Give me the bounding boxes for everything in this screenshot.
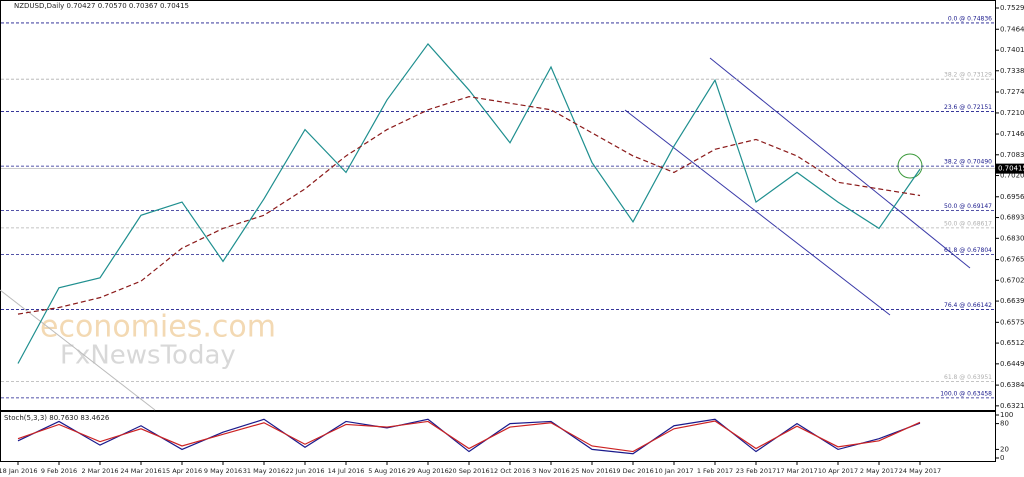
y-tick-label: 20: [1000, 445, 1009, 453]
x-tick-label: 9 Feb 2016: [41, 467, 77, 475]
x-tick-label: 14 Jul 2016: [328, 467, 365, 475]
y-tick-label: 0.72105: [1000, 109, 1024, 117]
series-line: [17, 418, 921, 455]
fib-label: 50.0 @ 0.68617: [944, 220, 992, 227]
y-tick-label: 0.70835: [1000, 151, 1024, 159]
current-price-box: [996, 163, 1024, 174]
fib-label: 61.8 @ 0.67804: [944, 247, 992, 254]
x-tick-label: 25 Nov 2016: [571, 467, 613, 475]
x-tick-label: 12 Oct 2016: [490, 467, 530, 475]
y-tick-label: 0: [1000, 454, 1004, 462]
x-tick-label: 18 Jan 2016: [0, 467, 37, 475]
x-tick-label: 10 Jan 2017: [655, 467, 694, 475]
y-tick-label: 0.63845: [1000, 381, 1024, 389]
x-tick-label: 9 May 2016: [204, 467, 242, 475]
y-tick-label: 0.74645: [1000, 25, 1024, 33]
y-tick-label: 0.67025: [1000, 276, 1024, 284]
fib-label: 0.0 @ 0.74836: [948, 15, 992, 22]
current-price-label: 0.70415: [998, 165, 1024, 173]
y-tick-label: 0.66395: [1000, 297, 1024, 305]
x-tick-label: 3 Nov 2016: [532, 467, 570, 475]
y-tick-label: 0.70205: [1000, 172, 1024, 180]
x-tick-label: 29 Aug 2016: [407, 467, 449, 475]
fib-label: 23.6 @ 0.72151: [944, 104, 992, 111]
x-tick-label: 19 Dec 2016: [612, 467, 654, 475]
y-tick-label: 0.67655: [1000, 256, 1024, 264]
series-line: [17, 420, 921, 453]
x-tick-label: 17 Mar 2017: [776, 467, 817, 475]
watermark: economies.com: [40, 310, 276, 345]
channel-line: [709, 57, 971, 269]
watermark: FxNewsToday: [60, 341, 236, 371]
stoch-title: Stoch(5,3,3) 80.7630 83.4626: [4, 414, 110, 422]
x-tick-label: 24 May 2017: [899, 467, 941, 475]
y-tick-label: 80: [1000, 420, 1009, 428]
x-tick-label: 22 Jun 2016: [285, 467, 324, 475]
fib-label: 100.0 @ 0.63458: [940, 390, 992, 397]
chart-title: NZDUSD,Daily 0.70427 0.70570 0.70367 0.7…: [14, 2, 189, 10]
x-tick-label: 15 Apr 2016: [162, 467, 202, 475]
fib-label: 38.2 @ 0.73129: [944, 72, 992, 79]
x-tick-label: 2 Mar 2016: [81, 467, 118, 475]
y-tick-label: 0.71465: [1000, 130, 1024, 138]
y-tick-label: 0.63215: [1000, 402, 1024, 410]
y-tick-label: 0.7401: [1000, 46, 1024, 54]
fib-label: 61.8 @ 0.63951: [944, 374, 992, 381]
x-tick-label: 31 May 2016: [243, 467, 285, 475]
y-tick-label: 0.73385: [1000, 67, 1024, 75]
x-tick-label: 1 Feb 2017: [697, 467, 733, 475]
fib-label: 38.2 @ 0.70490: [944, 159, 992, 166]
stoch-frame: [0, 411, 996, 462]
fib-label: 76.4 @ 0.66142: [944, 302, 992, 309]
y-tick-label: 100: [1000, 411, 1013, 419]
x-tick-label: 24 Mar 2016: [120, 467, 161, 475]
series-line: [17, 42, 921, 364]
channel-line: [624, 109, 891, 316]
series-line: [17, 96, 921, 315]
price-frame: [0, 0, 996, 411]
x-tick-label: 2 May 2017: [860, 467, 898, 475]
trend-line: [0, 289, 156, 411]
x-tick-label: 20 Sep 2016: [448, 467, 489, 475]
x-tick-label: 10 Apr 2017: [818, 467, 858, 475]
x-tick-label: 5 Aug 2016: [368, 467, 406, 475]
fib-label: 50.0 @ 0.69147: [944, 203, 992, 210]
x-tick-label: 23 Feb 2017: [736, 467, 776, 475]
